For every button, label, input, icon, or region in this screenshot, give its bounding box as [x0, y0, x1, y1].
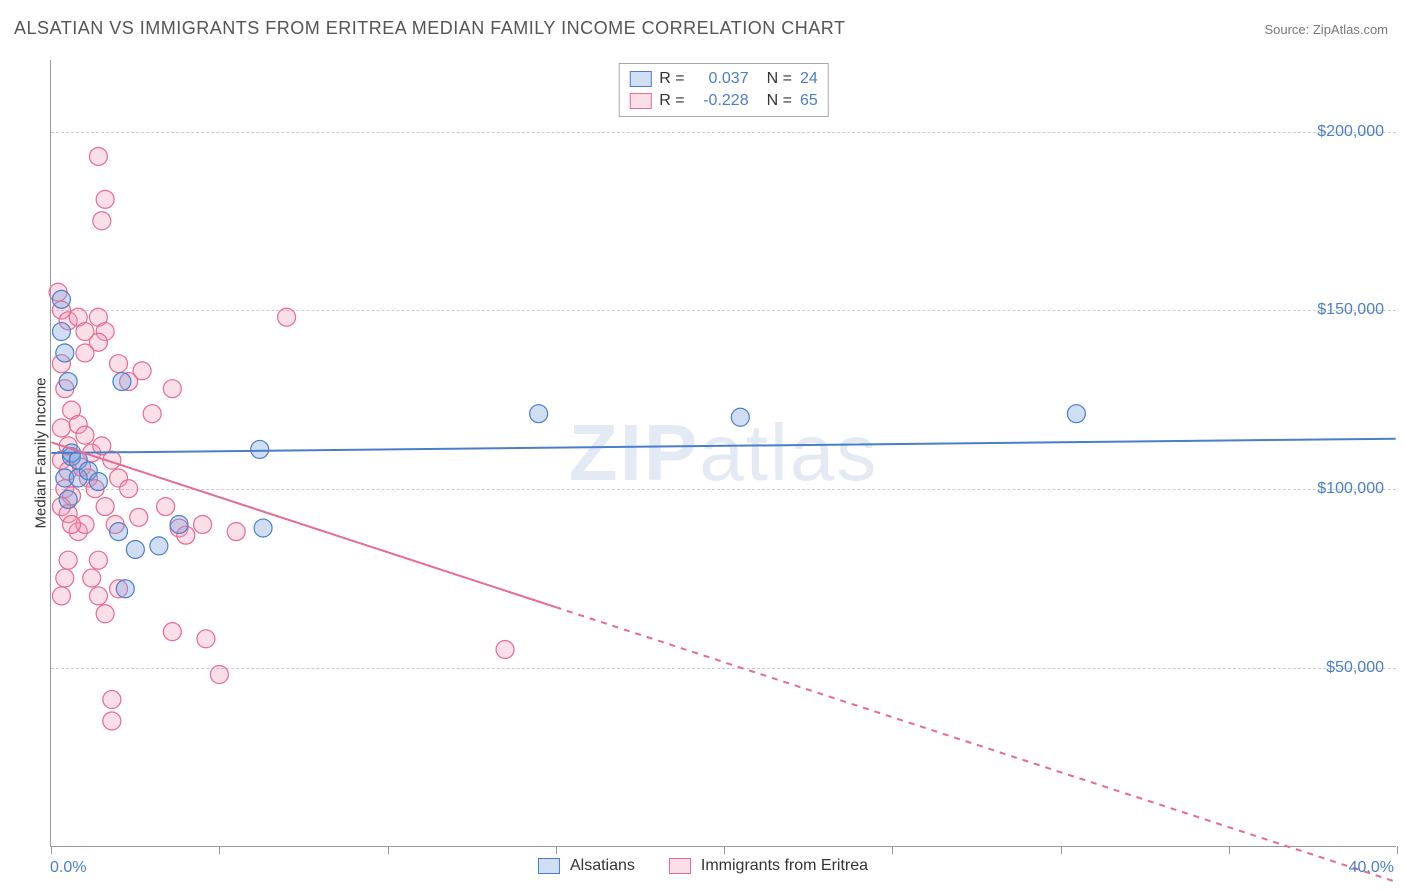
series-legend: Alsatians Immigrants from Eritrea: [538, 857, 868, 875]
scatter-svg: [51, 60, 1396, 846]
scatter-point: [120, 480, 138, 498]
scatter-point: [194, 515, 212, 533]
scatter-point: [89, 333, 107, 351]
scatter-point: [251, 440, 269, 458]
legend-label-eritrea: Immigrants from Eritrea: [701, 857, 868, 875]
scatter-point: [150, 537, 168, 555]
scatter-point: [163, 380, 181, 398]
scatter-point: [496, 641, 514, 659]
x-tick: [51, 846, 52, 854]
scatter-point: [227, 523, 245, 541]
x-axis-min-label: 0.0%: [50, 859, 86, 877]
scatter-point: [103, 691, 121, 709]
scatter-point: [56, 569, 74, 587]
chart-title: ALSATIAN VS IMMIGRANTS FROM ERITREA MEDI…: [14, 18, 845, 39]
scatter-point: [278, 308, 296, 326]
scatter-point: [56, 344, 74, 362]
x-tick: [219, 846, 220, 854]
scatter-point: [143, 405, 161, 423]
scatter-point: [254, 519, 272, 537]
y-axis-label: Median Family Income: [33, 378, 50, 529]
x-tick: [556, 846, 557, 854]
scatter-point: [93, 212, 111, 230]
scatter-point: [110, 523, 128, 541]
scatter-point: [52, 323, 70, 341]
correlation-legend: R = 0.037 N = 24 R = -0.228 N = 65: [618, 63, 828, 117]
scatter-point: [530, 405, 548, 423]
swatch-blue: [629, 71, 651, 87]
scatter-point: [96, 498, 114, 516]
scatter-point: [197, 630, 215, 648]
legend-row-alsatians: R = 0.037 N = 24: [629, 68, 817, 90]
swatch-pink-bottom: [669, 858, 691, 874]
scatter-point: [170, 515, 188, 533]
x-axis-max-label: 40.0%: [1349, 859, 1394, 877]
scatter-point: [89, 551, 107, 569]
scatter-point: [83, 569, 101, 587]
scatter-point: [89, 473, 107, 491]
scatter-point: [210, 666, 228, 684]
scatter-point: [116, 580, 134, 598]
source-attribution: Source: ZipAtlas.com: [1264, 22, 1388, 37]
scatter-point: [52, 419, 70, 437]
scatter-point: [89, 147, 107, 165]
scatter-point: [76, 426, 94, 444]
swatch-blue-bottom: [538, 858, 560, 874]
scatter-point: [113, 373, 131, 391]
scatter-point: [130, 508, 148, 526]
regression-line: [555, 607, 1395, 882]
scatter-point: [110, 355, 128, 373]
scatter-point: [59, 551, 77, 569]
scatter-point: [163, 623, 181, 641]
x-tick: [1397, 846, 1398, 854]
scatter-point: [52, 587, 70, 605]
scatter-point: [1067, 405, 1085, 423]
scatter-point: [59, 373, 77, 391]
x-tick: [1061, 846, 1062, 854]
scatter-point: [89, 587, 107, 605]
chart-plot-area: Median Family Income $50,000$100,000$150…: [50, 60, 1396, 847]
scatter-point: [133, 362, 151, 380]
scatter-point: [103, 712, 121, 730]
scatter-point: [731, 408, 749, 426]
legend-label-alsatians: Alsatians: [570, 857, 635, 875]
scatter-point: [157, 498, 175, 516]
scatter-point: [63, 515, 81, 533]
scatter-point: [59, 490, 77, 508]
x-tick: [724, 846, 725, 854]
legend-row-eritrea: R = -0.228 N = 65: [629, 90, 817, 112]
scatter-point: [126, 540, 144, 558]
x-tick: [1229, 846, 1230, 854]
x-tick: [892, 846, 893, 854]
scatter-point: [52, 290, 70, 308]
swatch-pink: [629, 93, 651, 109]
scatter-point: [96, 605, 114, 623]
x-tick: [388, 846, 389, 854]
scatter-point: [96, 190, 114, 208]
